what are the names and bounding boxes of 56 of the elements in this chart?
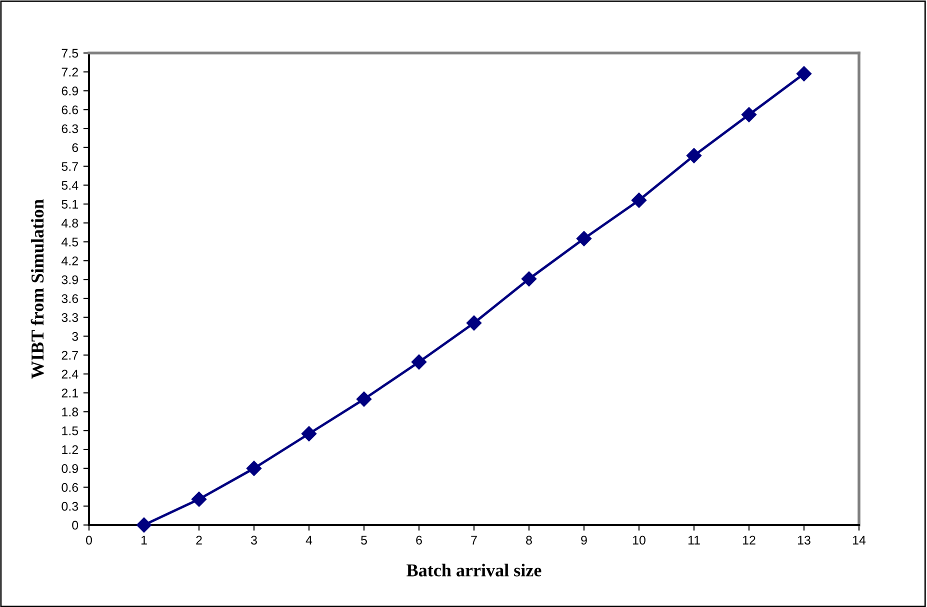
x-tick-label: 9 <box>581 536 587 545</box>
x-tick-label: 4 <box>306 536 312 544</box>
y-tick-label: 7.2 <box>62 68 78 76</box>
x-tick-label: 13 <box>798 536 810 545</box>
point <box>796 66 812 82</box>
point <box>576 231 592 246</box>
point <box>631 192 647 208</box>
x-tick-label: 3 <box>251 536 257 545</box>
y-tick-label: 5.1 <box>62 200 78 209</box>
y-tick-label: 2.4 <box>62 370 78 378</box>
x-tick-label: 7 <box>471 536 477 544</box>
y-tick-label: 4.8 <box>61 218 78 228</box>
x-tick-label: 0 <box>86 536 92 545</box>
point <box>521 271 537 286</box>
x-tick-label: 11 <box>688 536 700 544</box>
point <box>356 392 372 407</box>
x-tick-label: 10 <box>633 536 646 545</box>
point <box>301 426 317 442</box>
x-tick-label: 2 <box>196 536 202 544</box>
point <box>136 517 152 533</box>
x-tick-label: 8 <box>526 536 532 545</box>
y-tick-label: 6.6 <box>62 105 78 114</box>
point <box>411 354 427 370</box>
y-tick-label: 1.8 <box>62 408 78 416</box>
y-tick-label: 4.2 <box>61 256 78 266</box>
y-tick-label: 3 <box>72 332 78 341</box>
y-tick-label: 3.9 <box>62 275 78 284</box>
y-tick-label: 6 <box>72 143 78 152</box>
point <box>466 315 482 331</box>
y-tick-label: 1.2 <box>62 445 78 454</box>
point <box>246 460 262 476</box>
y-tick-label: 6.9 <box>62 86 78 96</box>
point <box>741 107 757 122</box>
y-tick-label: 2.7 <box>62 350 78 360</box>
x-axis-title: Batch arrival size <box>406 564 542 576</box>
x-tick-label: 14 <box>853 536 866 544</box>
y-tick-label: 5.7 <box>62 162 78 171</box>
x-tick-label: 5 <box>361 536 367 545</box>
x-tick-label: 6 <box>416 536 422 545</box>
x-tick-label: 12 <box>743 536 756 544</box>
y-axis-title: WIBT from Simulation <box>30 199 44 379</box>
point <box>191 492 207 507</box>
y-tick-label: 0.9 <box>62 464 78 474</box>
y-tick-label: 2.1 <box>62 388 78 398</box>
x-tick-label: 1 <box>141 536 147 544</box>
y-tick-label: 0.3 <box>62 502 78 511</box>
y-tick-label: 6.3 <box>62 124 78 134</box>
y-tick-label: 3.3 <box>62 313 78 322</box>
y-tick-label: 0 <box>72 520 78 530</box>
point <box>686 148 702 164</box>
y-tick-label: 0.6 <box>62 483 78 492</box>
y-tick-label: 5.4 <box>62 181 78 190</box>
y-tick-label: 7.5 <box>62 48 78 58</box>
y-tick-label: 4.5 <box>61 238 78 246</box>
y-tick-label: 1.5 <box>62 426 78 436</box>
y-tick-label: 3.6 <box>62 294 78 304</box>
